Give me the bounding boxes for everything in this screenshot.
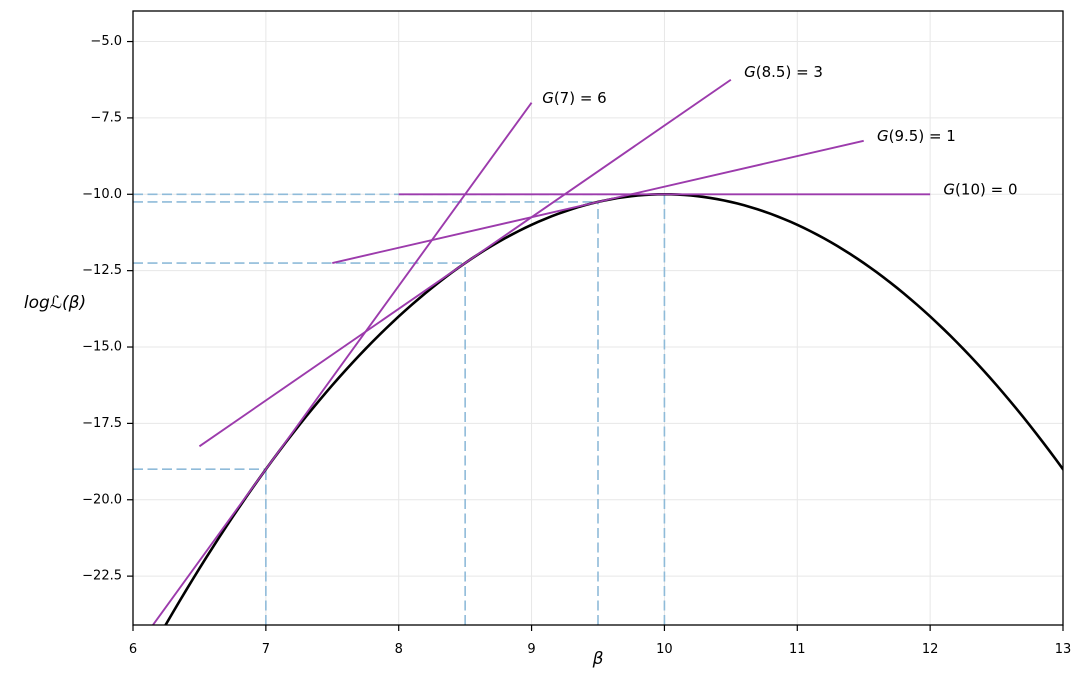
tangent-line	[332, 139, 864, 264]
x-tick-label: 12	[922, 642, 939, 657]
tick-marks	[127, 40, 1064, 631]
y-tick-label: −17.5	[82, 416, 122, 431]
x-tick-label: 8	[395, 642, 403, 657]
tangent-lines	[151, 78, 931, 625]
tick-labels: 6 7 8 9 10 11 12 13 −5.0 −7.5 −10.0 −12.5 −15.0 −17.5…	[82, 34, 1071, 657]
x-tick-label: 7	[262, 642, 270, 657]
gradient-annotation: G(7) = 6	[542, 89, 607, 107]
x-tick-label: 6	[129, 642, 137, 657]
y-axis-label: logℒ(β)	[24, 293, 86, 313]
tangent-line	[151, 102, 533, 625]
x-tick-label: 10	[656, 642, 673, 657]
y-tick-label: −15.0	[82, 340, 122, 355]
y-tick-label: −12.5	[82, 263, 122, 278]
gradient-annotation: G(10) = 0	[943, 181, 1017, 199]
x-tick-label: 11	[789, 642, 806, 657]
y-tick-label: −7.5	[90, 110, 122, 125]
y-tick-label: −22.5	[82, 569, 122, 584]
x-tick-label: 9	[527, 642, 535, 657]
plot-frame	[132, 10, 1064, 626]
y-tick-label: −5.0	[90, 34, 122, 49]
x-axis-label: β	[592, 649, 604, 669]
x-tick-label: 13	[1055, 642, 1072, 657]
gradient-annotation: G(8.5) = 3	[744, 63, 823, 81]
y-tick-label: −20.0	[82, 492, 122, 507]
tangent-line	[198, 78, 732, 448]
y-tick-label: −10.0	[82, 187, 122, 202]
gradient-annotation: G(9.5) = 1	[877, 127, 956, 145]
